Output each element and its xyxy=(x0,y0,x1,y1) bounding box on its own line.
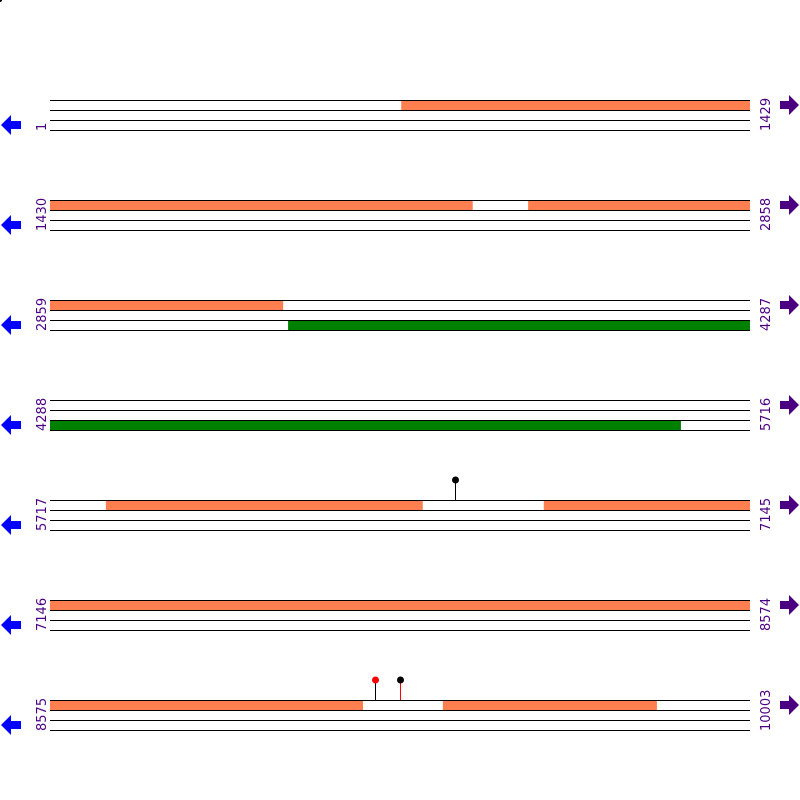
forward-feature xyxy=(50,600,750,610)
sequence-row: 8575 10003 xyxy=(1,676,799,735)
row-end-label: 4287 xyxy=(759,298,774,331)
right-arrow-icon xyxy=(780,695,799,715)
left-arrow-icon xyxy=(1,615,21,635)
row-end-label: 2858 xyxy=(759,198,774,231)
left-arrow-icon xyxy=(1,515,21,535)
right-arrow-icon xyxy=(780,95,799,115)
left-arrow-icon xyxy=(1,115,21,135)
marker-head xyxy=(397,676,404,684)
sequence-row: 2859 4287 xyxy=(1,295,799,335)
forward-feature xyxy=(543,500,750,510)
right-arrow-icon xyxy=(780,495,799,515)
row-start-label: 7146 xyxy=(35,598,50,631)
forward-feature xyxy=(442,700,657,710)
row-start-label: 4288 xyxy=(35,398,50,431)
sequence-row: 1 1429 xyxy=(1,95,799,135)
forward-feature xyxy=(105,500,423,510)
row-end-label: 1429 xyxy=(759,98,774,131)
right-arrow-icon xyxy=(780,295,799,315)
right-arrow-icon xyxy=(780,395,799,415)
corner-dot xyxy=(0,0,2,2)
row-end-label: 10003 xyxy=(759,690,774,731)
sequence-row: 4288 5716 xyxy=(1,395,799,435)
row-start-label: 1430 xyxy=(35,198,50,231)
row-start-label: 2859 xyxy=(35,298,50,331)
sequence-row: 5717 7145 xyxy=(1,476,799,535)
left-arrow-icon xyxy=(1,415,21,435)
right-arrow-icon xyxy=(780,195,799,215)
row-end-label: 8574 xyxy=(759,598,774,631)
reverse-feature xyxy=(288,320,750,330)
sequence-row: 1430 2858 xyxy=(1,195,799,235)
row-start-label: 1 xyxy=(35,123,50,131)
sequence-row: 7146 8574 xyxy=(1,595,799,635)
row-start-label: 8575 xyxy=(35,698,50,731)
forward-feature xyxy=(50,300,284,310)
left-arrow-icon xyxy=(1,715,21,735)
reverse-feature xyxy=(50,420,681,430)
row-end-label: 5716 xyxy=(759,398,774,431)
forward-feature xyxy=(50,700,364,710)
row-start-label: 5717 xyxy=(35,498,50,531)
right-arrow-icon xyxy=(780,595,799,615)
marker-head xyxy=(372,676,379,684)
left-arrow-icon xyxy=(1,315,21,335)
marker-head xyxy=(452,476,459,484)
row-end-label: 7145 xyxy=(759,498,774,531)
forward-feature xyxy=(50,200,473,210)
forward-feature xyxy=(528,200,750,210)
forward-feature xyxy=(401,100,750,110)
left-arrow-icon xyxy=(1,215,21,235)
